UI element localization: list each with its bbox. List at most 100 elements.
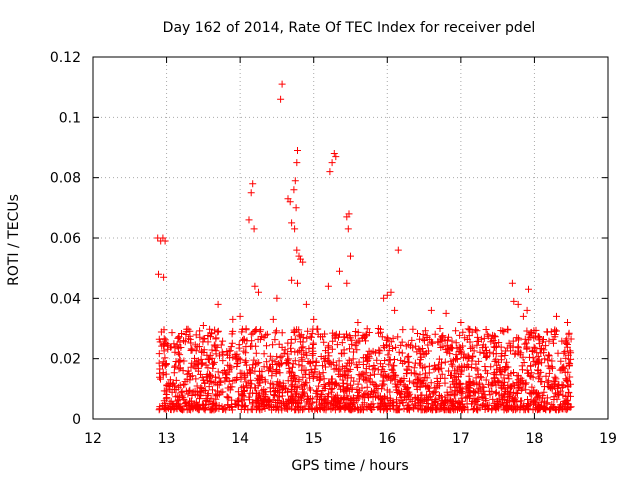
- data-point: [381, 357, 389, 364]
- data-point: [276, 369, 284, 377]
- data-point: [464, 352, 472, 360]
- data-point: [242, 349, 250, 357]
- data-point: [472, 326, 479, 334]
- data-point: [210, 400, 218, 408]
- data-point: [419, 364, 427, 372]
- data-point: [167, 379, 175, 387]
- data-point: [456, 405, 464, 412]
- data-point: [544, 356, 552, 364]
- data-point: [542, 372, 550, 380]
- data-point: [524, 396, 531, 403]
- data-point: [360, 333, 368, 341]
- data-point: [266, 352, 274, 360]
- data-point: [319, 369, 327, 377]
- data-point: [436, 375, 444, 382]
- data-point: [451, 387, 459, 395]
- data-point: [308, 330, 316, 338]
- data-point: [222, 406, 230, 414]
- data-point: [488, 387, 496, 395]
- data-point: [438, 370, 446, 378]
- data-point: [566, 347, 574, 355]
- data-point: [554, 389, 562, 397]
- data-point: [212, 395, 220, 403]
- data-point: [462, 394, 470, 402]
- data-point: [324, 282, 332, 290]
- data-point: [210, 341, 218, 349]
- data-point: [176, 351, 184, 359]
- data-point: [228, 330, 236, 338]
- data-point: [187, 363, 195, 371]
- data-point: [337, 349, 345, 357]
- data-point: [269, 341, 277, 349]
- data-point: [306, 399, 314, 407]
- y-tick-label: 0.1: [59, 110, 81, 126]
- data-point: [176, 381, 184, 389]
- data-point: [383, 291, 391, 299]
- data-point: [207, 333, 214, 341]
- data-point: [435, 391, 443, 399]
- data-point: [464, 325, 472, 333]
- data-point: [194, 360, 202, 368]
- data-point: [186, 386, 194, 394]
- data-point: [399, 359, 407, 367]
- data-point: [523, 366, 531, 374]
- data-point: [409, 325, 417, 333]
- data-point: [212, 373, 219, 381]
- data-point: [536, 406, 544, 414]
- data-point: [328, 159, 336, 167]
- data-point: [386, 396, 394, 404]
- data-point: [159, 369, 167, 377]
- data-point: [436, 325, 444, 332]
- data-point: [276, 361, 283, 369]
- data-point: [161, 237, 169, 245]
- data-point: [414, 404, 422, 412]
- data-point: [434, 379, 442, 387]
- data-point: [242, 378, 250, 386]
- data-point: [524, 405, 532, 413]
- data-point: [515, 334, 523, 342]
- data-point: [331, 406, 339, 414]
- data-point: [218, 348, 226, 356]
- data-point: [266, 365, 274, 373]
- data-point: [255, 288, 262, 296]
- data-point: [199, 322, 207, 329]
- data-point: [261, 391, 269, 399]
- data-point: [542, 342, 550, 350]
- data-point: [451, 402, 459, 410]
- data-point: [256, 406, 264, 414]
- data-point: [503, 344, 511, 352]
- data-point: [535, 394, 543, 402]
- data-point: [402, 396, 410, 404]
- data-point: [315, 370, 323, 378]
- data-point: [229, 315, 237, 323]
- data-point: [239, 392, 247, 400]
- x-tick-label: 14: [231, 431, 249, 447]
- data-point: [395, 348, 403, 356]
- data-point: [263, 358, 271, 366]
- data-point: [204, 338, 212, 346]
- data-point: [563, 406, 571, 414]
- data-point: [540, 346, 548, 354]
- data-point: [357, 370, 365, 378]
- data-point: [299, 258, 307, 266]
- data-point: [459, 389, 467, 397]
- data-point: [241, 358, 249, 366]
- data-point: [505, 375, 513, 383]
- data-point: [267, 388, 275, 396]
- data-point: [294, 348, 302, 356]
- data-point: [261, 405, 269, 412]
- data-point: [202, 361, 210, 369]
- data-point: [285, 364, 293, 372]
- data-point: [443, 388, 451, 396]
- data-point: [431, 361, 439, 369]
- data-point: [288, 276, 296, 284]
- data-point: [555, 381, 563, 389]
- data-point: [354, 395, 362, 403]
- data-point: [198, 348, 206, 356]
- data-point: [397, 341, 405, 349]
- data-point: [457, 319, 465, 326]
- data-point: [183, 402, 191, 410]
- data-point: [463, 361, 471, 369]
- data-point: [407, 369, 415, 377]
- data-point: [287, 348, 295, 356]
